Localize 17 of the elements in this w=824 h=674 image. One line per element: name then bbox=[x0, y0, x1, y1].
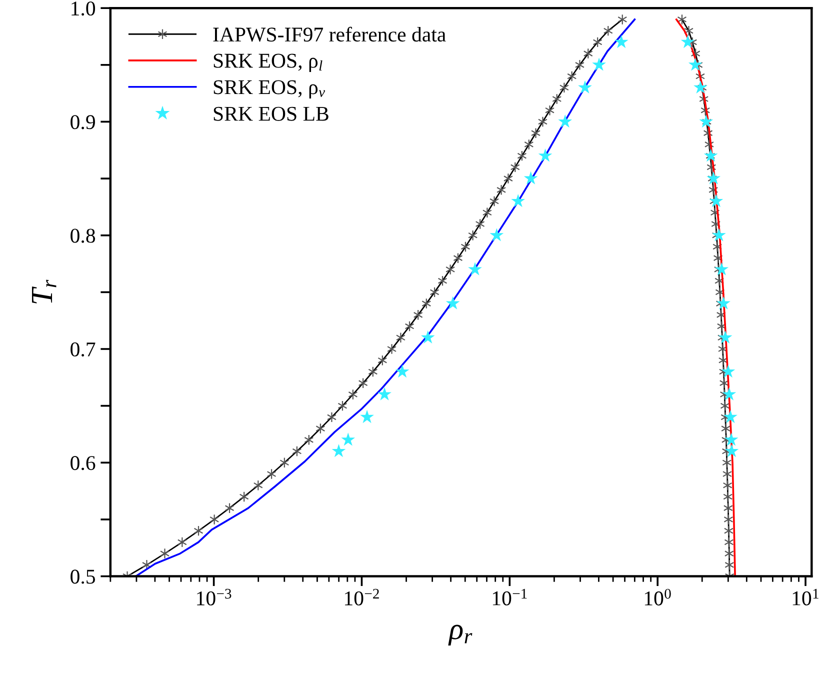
legend-label: SRK EOS LB bbox=[214, 106, 328, 121]
legend-label: SRK EOS, ρ$_{v}$ bbox=[214, 80, 326, 98]
legend-label: IAPWS-IF97 reference data bbox=[213, 26, 446, 42]
y-tick-label: 0.6 bbox=[70, 456, 96, 470]
y-tick-label: 0.5 bbox=[70, 570, 96, 584]
legend-label: SRK EOS, ρ$_{l}$ bbox=[214, 54, 322, 72]
x-axis-title: ρ$_{r}$ bbox=[448, 624, 472, 646]
x-tick-label: 10$^{1}$ bbox=[792, 588, 818, 606]
x-tick-label: 10$^{−2}$ bbox=[345, 588, 379, 606]
x-tick-label: 10$^{−1}$ bbox=[492, 588, 527, 606]
y-tick-label: 0.8 bbox=[70, 228, 96, 243]
y-axis-title: T$_{r}$ bbox=[32, 280, 56, 304]
x-tick-label: 10$^{−3}$ bbox=[197, 588, 232, 606]
y-tick-label: 0.9 bbox=[70, 115, 95, 130]
y-tick-label: 1.0 bbox=[72, 1, 96, 16]
x-tick-label: 10$^{0}$ bbox=[644, 588, 671, 606]
y-tick-label: 0.7 bbox=[70, 342, 96, 357]
